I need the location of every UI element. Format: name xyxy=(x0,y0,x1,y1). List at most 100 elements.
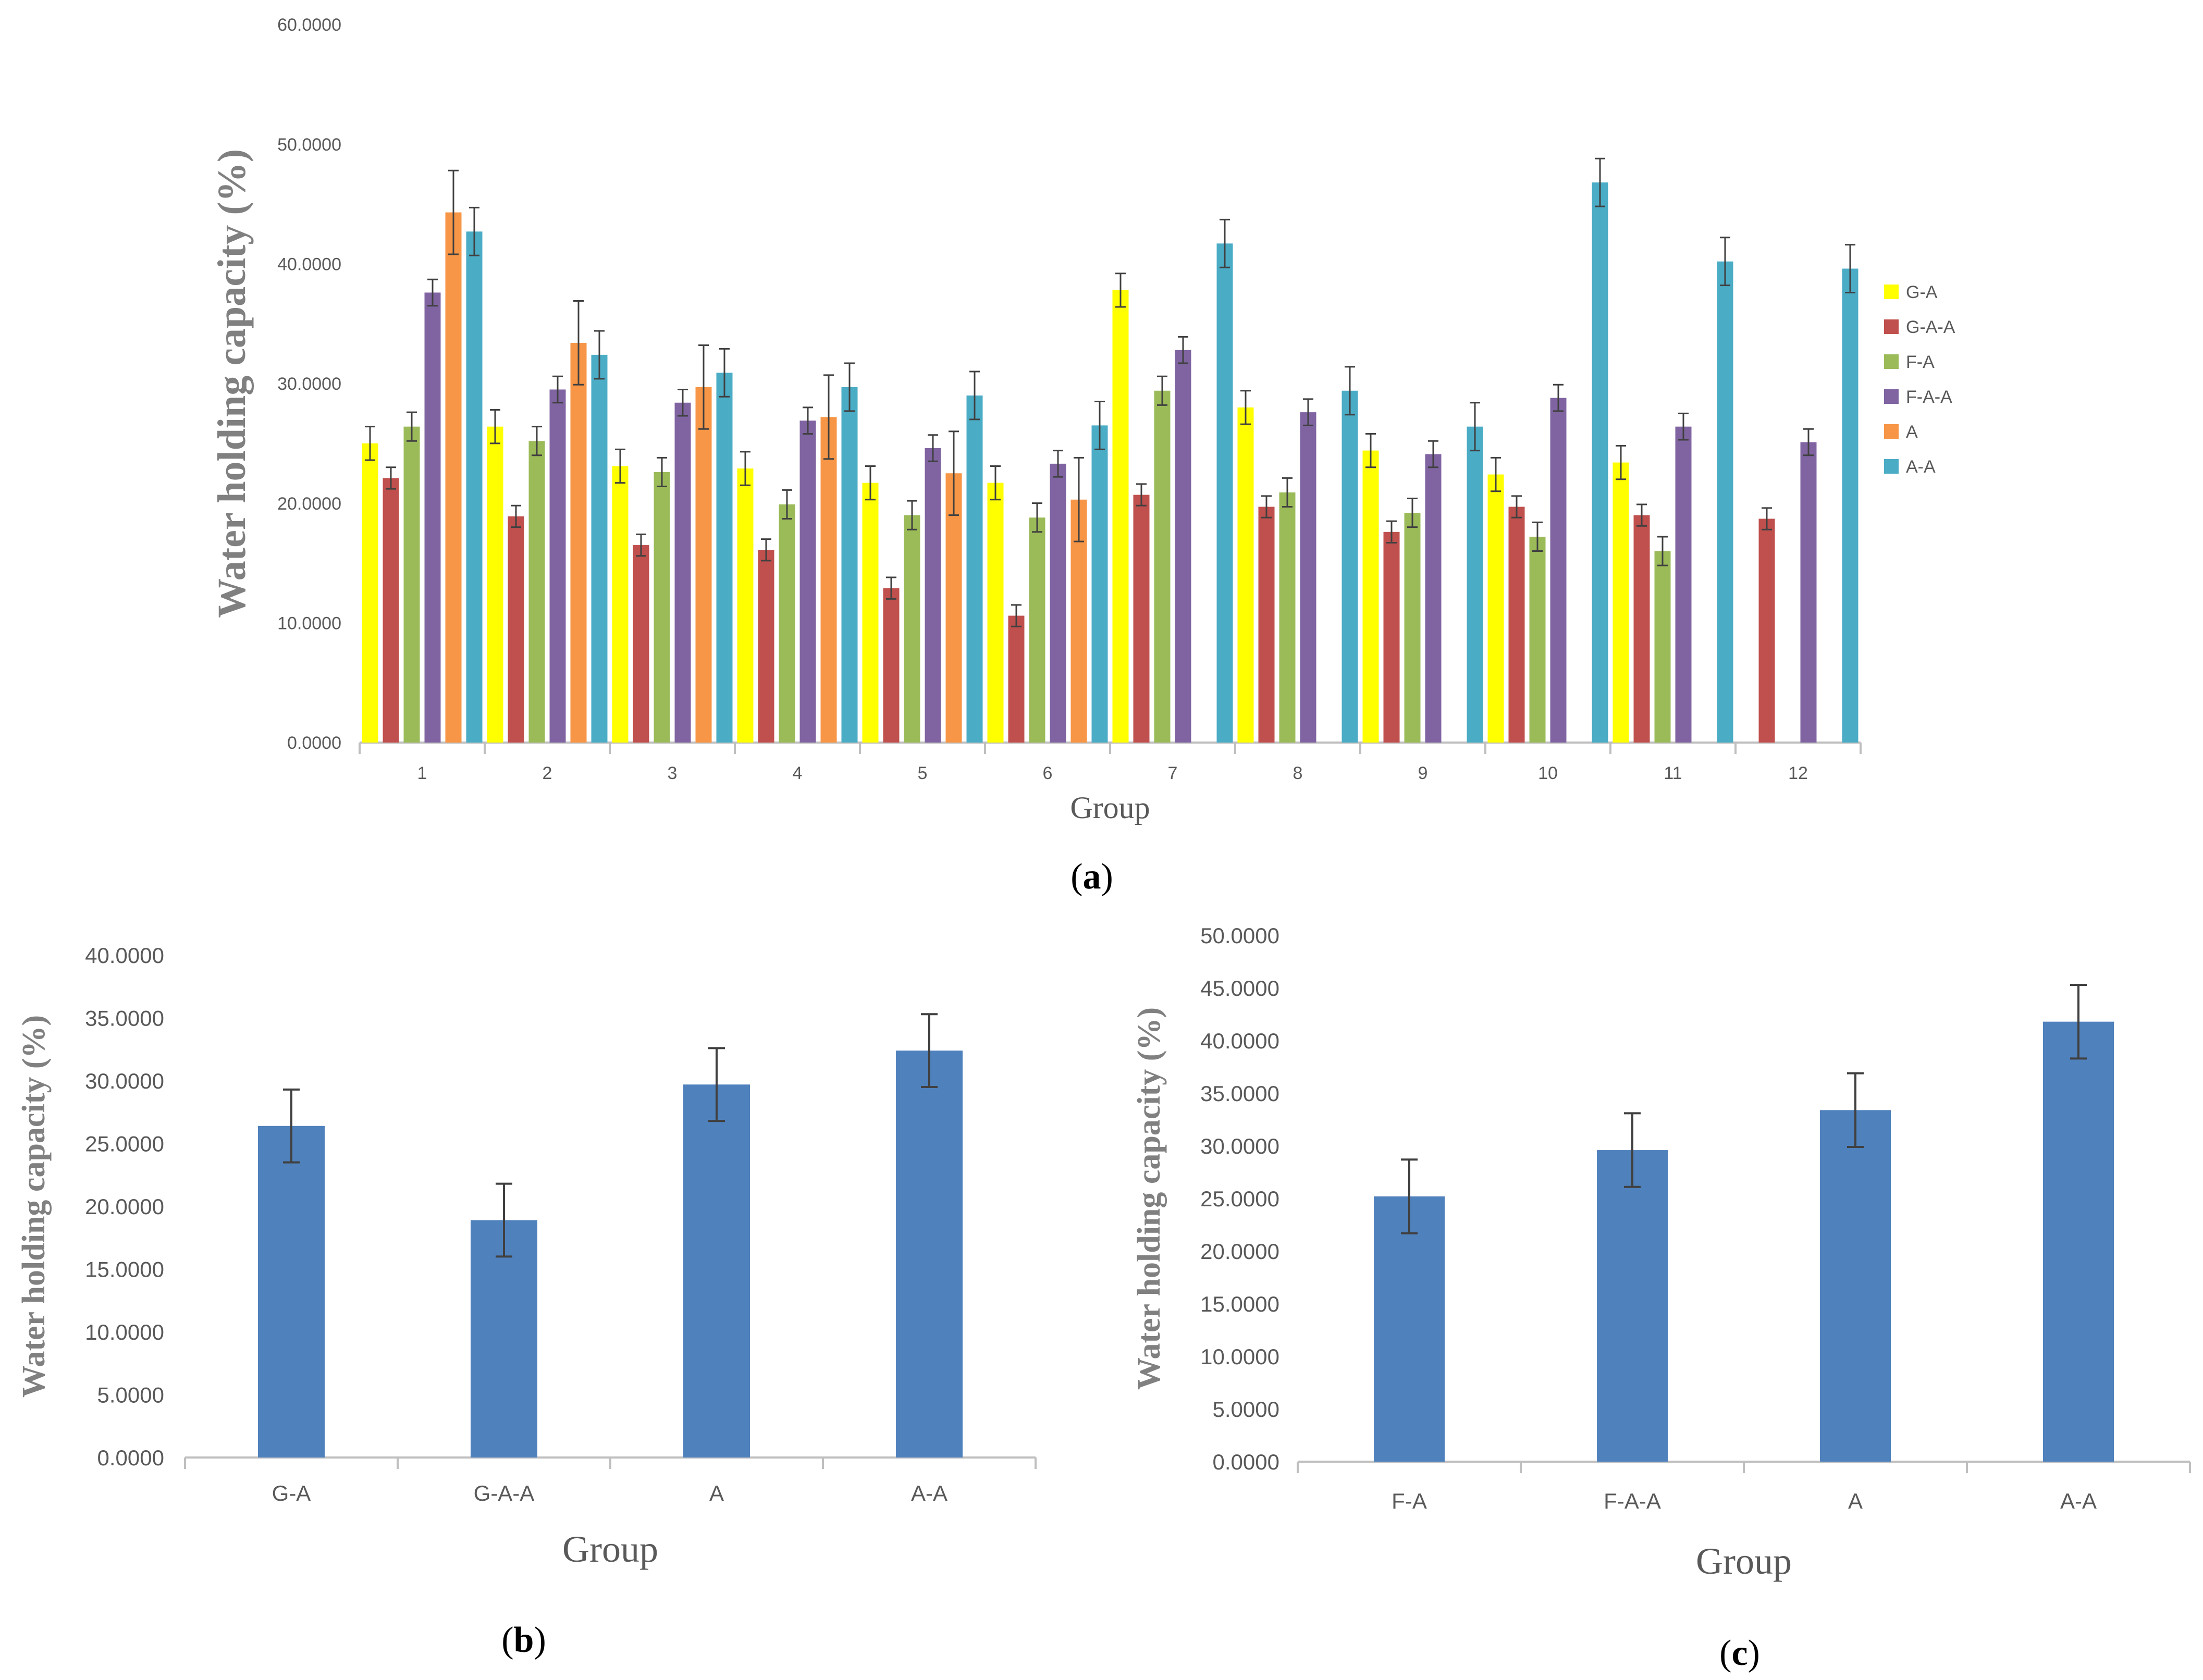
x-tick-label: 9 xyxy=(1418,763,1428,783)
panel-label-letter: b xyxy=(514,1620,534,1660)
y-tick-label: 35.0000 xyxy=(85,1006,164,1031)
bar-g-a-a-6 xyxy=(1008,615,1025,743)
x-tick-label: F-A xyxy=(1392,1489,1427,1513)
bar-f-a-4 xyxy=(779,504,795,743)
bar-f-a-1 xyxy=(403,426,420,743)
y-tick-label: 30.0000 xyxy=(85,1069,164,1093)
legend-label: F-A-A xyxy=(1906,387,1952,407)
x-tick-label: G-A xyxy=(272,1481,311,1505)
y-tick-label: 5.0000 xyxy=(1213,1397,1279,1422)
x-tick-label: 5 xyxy=(918,763,928,783)
bar-f-a-a-7 xyxy=(1175,350,1191,743)
bar-f-a-a-9 xyxy=(1425,454,1442,743)
y-tick-label: 50.0000 xyxy=(277,135,341,155)
bar-a-a-11 xyxy=(1717,261,1733,743)
bar-g-a-a-12 xyxy=(1758,518,1775,743)
legend-swatch-f-a-a xyxy=(1884,389,1899,404)
bar-f-a-6 xyxy=(1029,517,1045,743)
bar-f-a-a-5 xyxy=(925,448,941,743)
x-tick-label: 12 xyxy=(1788,763,1808,783)
bar-a-4 xyxy=(820,417,837,743)
bar-g-a-8 xyxy=(1237,407,1254,743)
x-tick-label: 10 xyxy=(1538,763,1558,783)
bar-a-a-7 xyxy=(1216,243,1233,743)
x-tick-label: 7 xyxy=(1168,763,1178,783)
bar-water-holding-capacity-g-a xyxy=(258,1126,325,1457)
bar-g-a-1 xyxy=(362,443,378,743)
bar-water-holding-capacity-a-a xyxy=(896,1051,963,1457)
bar-f-a-a-11 xyxy=(1675,426,1692,743)
x-tick-label: 1 xyxy=(417,763,427,783)
legend-swatch-a xyxy=(1884,424,1899,439)
bar-g-a-a-2 xyxy=(508,516,524,743)
bar-a-a-8 xyxy=(1342,390,1358,743)
bar-a-a-1 xyxy=(466,231,483,743)
panel-label-letter: a xyxy=(1083,857,1101,897)
y-tick-label: 15.0000 xyxy=(1200,1292,1279,1316)
y-tick-label: 40.0000 xyxy=(277,255,341,275)
bar-f-a-2 xyxy=(528,441,545,743)
bar-water-holding-capacity-a xyxy=(1820,1110,1891,1462)
y-tick-label: 30.0000 xyxy=(1200,1134,1279,1158)
panel-label-a: (a) xyxy=(1070,857,1113,897)
y-tick-label: 0.0000 xyxy=(1213,1450,1279,1474)
bar-water-holding-capacity-f-a-a xyxy=(1597,1150,1668,1462)
bar-g-a-3 xyxy=(612,466,629,743)
y-tick-label: 35.0000 xyxy=(1200,1081,1279,1106)
x-tick-label: 4 xyxy=(793,763,803,783)
bar-a-2 xyxy=(570,342,587,743)
bar-a-1 xyxy=(445,212,462,743)
chart-panel-c: 0.0000 5.0000 10.0000 15.0000 20.0000 25.0000… xyxy=(1131,923,2191,1673)
bar-g-a-a-5 xyxy=(883,588,900,743)
x-tick-label: F-A-A xyxy=(1604,1489,1661,1513)
panel-label-close-paren: ) xyxy=(534,1620,546,1660)
y-tick-label: 10.0000 xyxy=(277,614,341,634)
x-tick-label: G-A-A xyxy=(474,1481,535,1505)
bar-a-a-3 xyxy=(716,373,733,743)
x-tick-label: A xyxy=(1848,1489,1863,1513)
bar-a-a-5 xyxy=(966,395,983,743)
bar-g-a-11 xyxy=(1613,462,1629,743)
y-tick-label: 10.0000 xyxy=(1200,1344,1279,1369)
bar-water-holding-capacity-f-a xyxy=(1374,1196,1445,1462)
y-tick-label: 15.0000 xyxy=(85,1257,164,1282)
bar-f-a-a-12 xyxy=(1800,442,1817,743)
y-tick-label: 25.0000 xyxy=(85,1132,164,1156)
panel-label-close-paren: ) xyxy=(1748,1633,1760,1673)
bar-a-3 xyxy=(695,387,712,743)
panel-label-open-paren: ( xyxy=(1719,1633,1731,1673)
bar-g-a-a-9 xyxy=(1383,532,1400,743)
bar-f-a-3 xyxy=(654,472,670,743)
bar-f-a-a-3 xyxy=(674,402,691,743)
legend-label: G-A xyxy=(1906,282,1938,302)
y-tick-label: 5.0000 xyxy=(97,1383,164,1407)
x-axis-title: Group xyxy=(562,1528,658,1570)
bar-f-a-9 xyxy=(1404,513,1421,743)
legend-swatch-a-a xyxy=(1884,459,1899,474)
bar-f-a-a-10 xyxy=(1550,398,1567,743)
y-tick-label: 45.0000 xyxy=(1200,976,1279,1000)
x-tick-label: 2 xyxy=(543,763,552,783)
panel-label-open-paren: ( xyxy=(1070,857,1082,897)
y-tick-label: 40.0000 xyxy=(1200,1029,1279,1053)
y-axis-title: Water holding capacity (%) xyxy=(210,149,254,618)
bar-f-a-a-2 xyxy=(549,389,566,743)
bar-water-holding-capacity-g-a-a xyxy=(471,1220,537,1457)
bar-a-a-9 xyxy=(1467,426,1483,743)
bar-a-5 xyxy=(945,473,962,743)
legend-label: A-A xyxy=(1906,457,1936,477)
bar-g-a-7 xyxy=(1112,290,1129,743)
bar-a-a-2 xyxy=(591,354,608,743)
y-axis-title: Water holding capacity (%) xyxy=(16,1015,52,1398)
bar-g-a-2 xyxy=(487,426,503,743)
panel-label-c: (c) xyxy=(1719,1633,1760,1673)
x-tick-label: A-A xyxy=(911,1481,947,1505)
bar-a-a-12 xyxy=(1842,268,1859,743)
x-tick-label: 6 xyxy=(1043,763,1053,783)
bar-g-a-a-8 xyxy=(1258,507,1275,743)
bar-f-a-11 xyxy=(1654,551,1671,743)
bar-g-a-4 xyxy=(737,468,754,743)
legend-label: G-A-A xyxy=(1906,317,1955,337)
bar-g-a-a-7 xyxy=(1133,495,1150,743)
bar-f-a-5 xyxy=(904,515,920,743)
